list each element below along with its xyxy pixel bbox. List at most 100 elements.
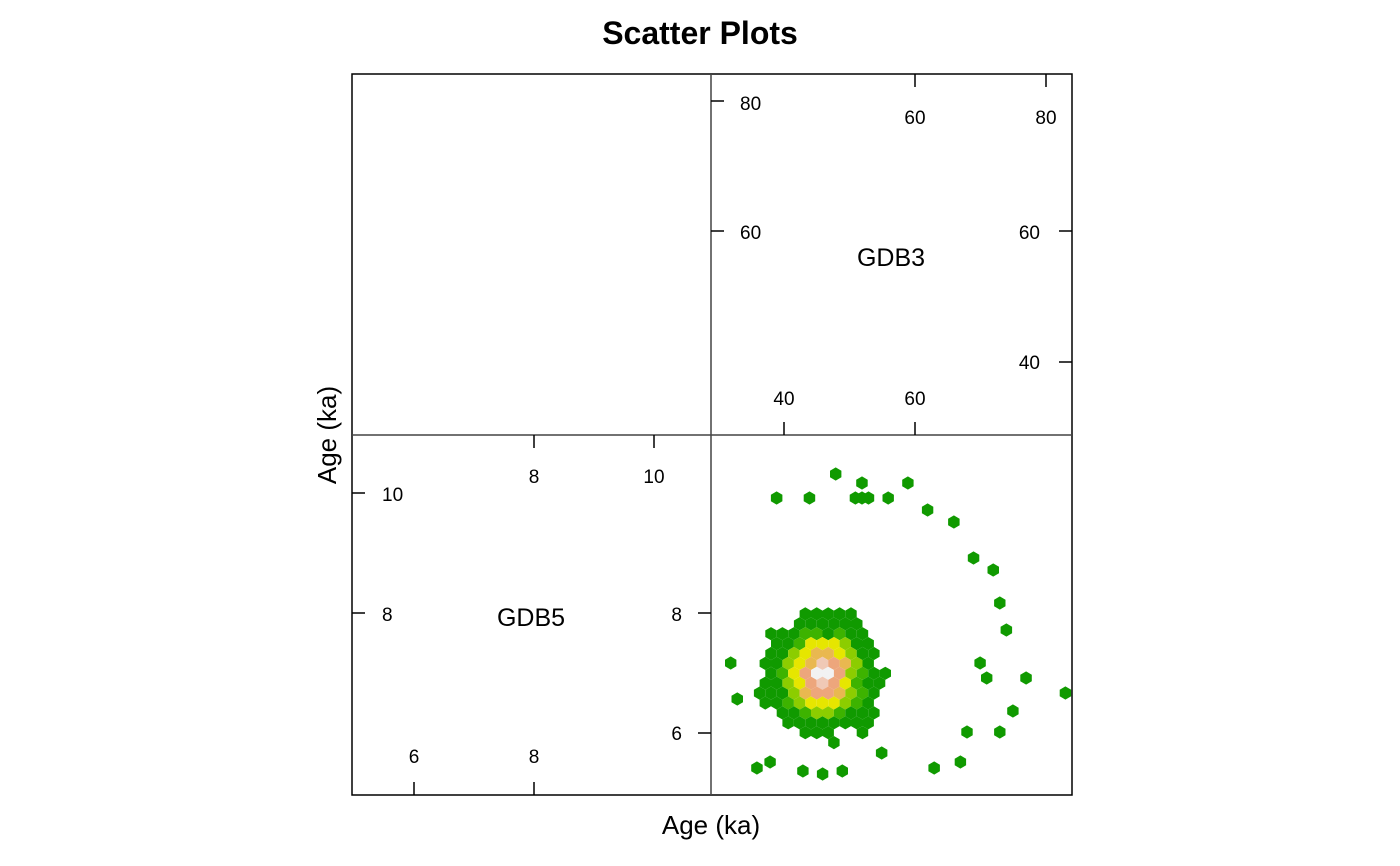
hexbin-cell	[771, 676, 783, 690]
hexbin-cell	[816, 656, 829, 670]
hexbin-cell	[873, 676, 886, 690]
hexbin-cell	[845, 646, 857, 661]
hexbin-cell	[836, 764, 848, 778]
gdb3-left-tick-label: 80	[740, 94, 761, 115]
hexbin-cell	[839, 656, 851, 670]
hexbin-cell	[731, 692, 743, 706]
gdb3-top-tick-label: 60	[904, 108, 925, 129]
hexbin-cell	[1000, 623, 1013, 637]
hexbin-cell	[776, 706, 789, 720]
hexbin-cell	[868, 706, 880, 720]
hexbin-cell	[862, 656, 874, 670]
gdb5-left-tick-label: 10	[382, 485, 403, 506]
hexbin-cell	[759, 676, 771, 690]
hexbin-cell	[811, 706, 823, 720]
hexbin-cell	[833, 607, 846, 621]
hexbin-cell	[816, 617, 829, 631]
hexbin-cell	[862, 491, 875, 505]
gdb5-bottom-tick-label: 8	[529, 747, 540, 768]
hexbin-cell	[793, 676, 806, 690]
hexbin-cell	[856, 706, 869, 720]
hexbin-cell	[839, 676, 851, 690]
hexbin-cell	[882, 491, 894, 505]
hexbin-cell	[828, 696, 840, 710]
hexbin-cell	[828, 656, 840, 670]
hexbin-cell	[954, 755, 967, 769]
hexbin-cell	[797, 764, 809, 778]
gdb5-tick-marks	[352, 435, 711, 795]
hexbin-cell	[851, 656, 863, 670]
hexbin-cell	[856, 726, 869, 740]
hexbin-cell	[981, 671, 993, 685]
gdb3-tick-marks	[711, 74, 1072, 435]
gdb3-bottom-tick-label: 60	[904, 389, 925, 410]
hexbin-cell	[822, 686, 834, 700]
hexbin-cell	[771, 696, 783, 710]
hexbin-cell	[805, 617, 817, 631]
gdb5-right-tick-label: 8	[671, 605, 682, 626]
diagonal-label-gdb3: GDB3	[857, 244, 925, 272]
hexbin-cell	[816, 676, 829, 690]
gdb5-left-tick-label: 8	[382, 605, 393, 626]
hexbin-cell	[805, 637, 817, 651]
hexbin-cell	[765, 666, 777, 680]
hexbin-cell	[856, 627, 869, 641]
gdb5-right-tick-label: 6	[671, 724, 682, 745]
hexbin-cell	[856, 476, 868, 490]
hexbin-cell	[788, 646, 800, 661]
hexbin-cell	[816, 767, 829, 781]
hexbin-cell	[799, 706, 811, 720]
hexbin-cell	[770, 491, 783, 505]
hexbin-cell	[961, 725, 973, 739]
hexbin-cell	[793, 696, 806, 710]
hexbin-cell	[833, 666, 846, 680]
hexbin-cell	[851, 617, 863, 631]
hexbin-cell	[948, 515, 960, 529]
hexbin-cell	[788, 627, 800, 641]
hexbin-cell	[868, 646, 880, 661]
hexbin-cell	[776, 627, 789, 641]
hexbin-cell	[799, 607, 811, 621]
hexbin-cell	[725, 656, 737, 670]
hexbin-cell	[828, 676, 840, 690]
hexbin-cell	[851, 696, 863, 710]
hexbin-cell	[803, 491, 816, 505]
hexbin-cell	[828, 716, 840, 730]
hexbin-cell	[845, 666, 857, 680]
hexbin-cell	[765, 686, 777, 700]
hexbin-cell	[1020, 671, 1032, 685]
hexbin-cell	[782, 696, 794, 710]
hexbin-cell	[862, 676, 874, 690]
hexbin-cell	[921, 503, 934, 517]
gdb3-left-tick-label: 60	[740, 223, 761, 244]
hexbin-cell	[811, 646, 823, 661]
hexbin-cell	[828, 736, 840, 750]
hexbin-cell	[816, 637, 829, 651]
hexbin-cell	[764, 755, 776, 769]
hexbin-cell	[805, 656, 817, 670]
hexbin-cell	[765, 627, 777, 641]
hexbin-cell	[759, 656, 771, 670]
hexbin-cell	[1059, 686, 1072, 700]
hexbin-cell	[862, 716, 874, 730]
hexbin-cell	[902, 476, 914, 490]
gdb3-bottom-tick-label: 40	[773, 389, 794, 410]
hexbin-cell	[782, 676, 794, 690]
hexbin-cell	[845, 706, 857, 720]
hexbin-cell	[811, 726, 823, 740]
hexbin-cell	[765, 646, 777, 661]
diagonal-label-gdb5: GDB5	[497, 604, 565, 632]
hexbin-cell	[799, 726, 811, 740]
hexbin-cell	[811, 627, 823, 641]
hexbin-cell	[967, 551, 980, 565]
hexbin-cell	[851, 716, 863, 730]
x-axis-label: Age (ka)	[662, 810, 760, 840]
hexbin-cell	[822, 627, 834, 641]
gdb5-bottom-tick-label: 6	[409, 747, 420, 768]
chart-title: Scatter Plots	[602, 15, 798, 51]
hexbin-cell	[776, 666, 789, 680]
hexbin-cell	[805, 676, 817, 690]
hexbin-cell	[822, 666, 834, 680]
hexbin-cells	[725, 467, 1072, 781]
